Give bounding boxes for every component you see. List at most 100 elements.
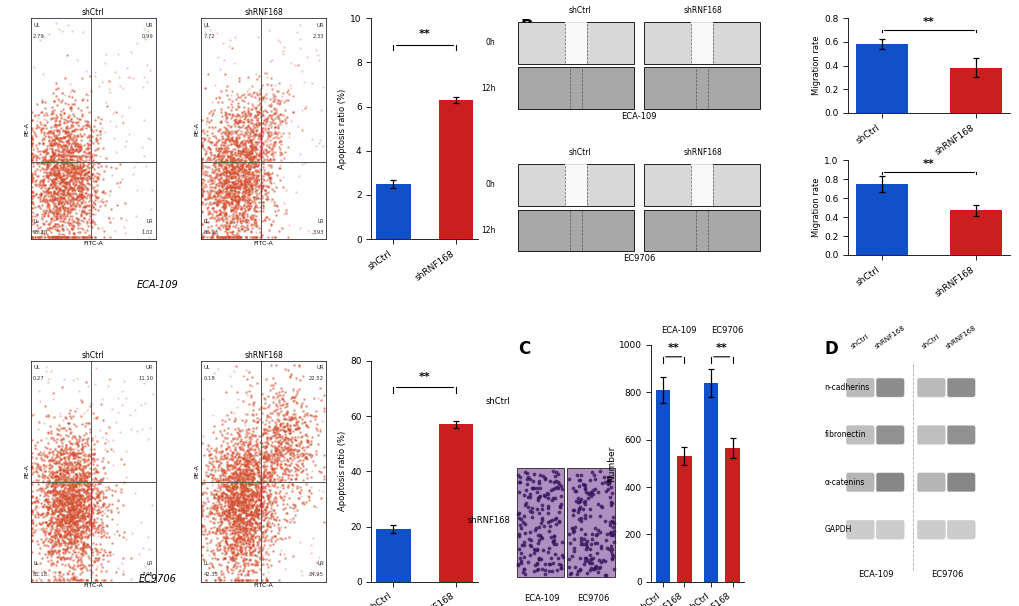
Point <box>243 547 259 557</box>
Point <box>203 535 219 545</box>
Point <box>251 445 267 454</box>
Point <box>77 542 94 552</box>
Point <box>74 463 91 473</box>
Point <box>93 487 109 497</box>
Point <box>63 142 79 152</box>
Point <box>73 516 90 526</box>
Point <box>225 498 242 507</box>
Point <box>68 494 85 504</box>
Point <box>66 531 83 541</box>
Point <box>510 560 526 570</box>
Point <box>60 196 76 206</box>
Point <box>235 106 252 116</box>
Point <box>233 146 250 156</box>
Point <box>237 109 254 119</box>
Point <box>242 452 258 462</box>
Point <box>277 433 293 443</box>
Point <box>45 147 61 157</box>
Point <box>265 476 281 486</box>
Point <box>239 185 256 195</box>
Point <box>90 490 106 500</box>
Point <box>252 148 268 158</box>
Point <box>213 488 229 498</box>
Point <box>81 121 97 130</box>
Point <box>71 468 88 478</box>
Point <box>82 565 98 575</box>
Point <box>218 232 234 242</box>
Point <box>229 523 246 533</box>
Point <box>224 496 240 506</box>
Point <box>293 451 310 461</box>
Point <box>69 164 86 173</box>
Point <box>270 122 286 132</box>
Point <box>53 193 69 202</box>
Point <box>253 475 269 485</box>
Point <box>239 205 256 215</box>
Point <box>226 138 243 148</box>
Point <box>284 513 301 523</box>
Point <box>39 108 55 118</box>
Point <box>53 474 69 484</box>
Point <box>570 567 586 576</box>
Point <box>224 202 240 212</box>
Point <box>57 491 73 501</box>
Point <box>526 483 542 493</box>
Point <box>41 456 57 466</box>
Point <box>540 559 556 568</box>
Point <box>34 152 50 162</box>
Point <box>30 192 46 202</box>
Point <box>266 128 282 138</box>
Point <box>249 507 265 517</box>
Point <box>240 489 257 499</box>
Point <box>228 470 245 479</box>
Point <box>602 482 619 492</box>
Point <box>237 462 254 471</box>
Point <box>48 453 64 462</box>
Point <box>240 458 257 468</box>
Point <box>271 150 287 159</box>
Point <box>62 486 78 496</box>
Point <box>540 526 556 536</box>
Point <box>78 532 95 542</box>
Point <box>205 489 221 499</box>
Point <box>299 431 315 441</box>
Point <box>227 179 244 189</box>
Point <box>196 487 212 497</box>
Point <box>95 550 111 559</box>
Point <box>242 198 258 207</box>
Point <box>233 138 250 147</box>
Point <box>244 148 260 158</box>
Point <box>234 170 251 179</box>
Point <box>301 492 317 502</box>
Point <box>530 493 546 502</box>
Point <box>264 194 280 204</box>
Point <box>269 458 285 468</box>
Point <box>66 126 83 136</box>
Point <box>304 134 320 144</box>
Point <box>70 507 87 517</box>
Point <box>262 154 278 164</box>
Point <box>315 518 331 527</box>
Point <box>530 554 546 564</box>
Point <box>73 511 90 521</box>
Point <box>279 435 296 444</box>
Point <box>79 482 96 492</box>
Point <box>89 517 105 527</box>
Point <box>44 453 60 462</box>
Point <box>236 183 253 193</box>
Point <box>236 181 253 190</box>
Point <box>35 456 51 465</box>
Point <box>53 173 69 182</box>
Point <box>265 425 281 435</box>
Point <box>45 149 61 159</box>
Point <box>89 556 105 565</box>
Point <box>247 103 263 113</box>
Point <box>296 411 312 421</box>
Point <box>69 498 86 507</box>
Point <box>75 511 92 521</box>
Point <box>95 522 111 531</box>
Point <box>52 495 68 505</box>
Point <box>223 121 239 130</box>
Point <box>54 480 70 490</box>
Point <box>55 216 71 226</box>
